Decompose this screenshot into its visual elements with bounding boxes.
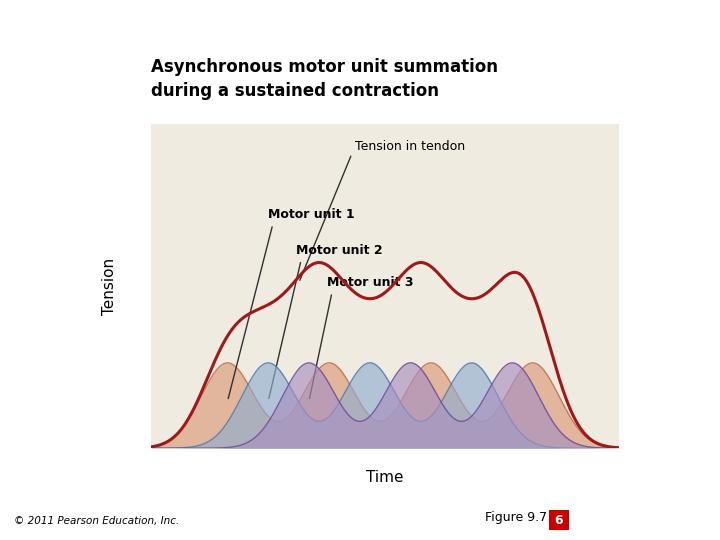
Text: Figure 9.7: Figure 9.7 [485,511,547,524]
Text: Motor unit 1: Motor unit 1 [228,208,355,399]
Text: © 2011 Pearson Education, Inc.: © 2011 Pearson Education, Inc. [14,516,180,526]
Text: 6: 6 [554,514,563,526]
Text: Motor unit 2: Motor unit 2 [269,244,383,399]
Text: Tension: Tension [102,258,117,315]
Text: Tension in tendon: Tension in tendon [300,140,465,280]
Text: Time: Time [366,470,404,485]
Text: Motor unit 3: Motor unit 3 [310,276,413,399]
Text: Asynchronous motor unit summation
during a sustained contraction: Asynchronous motor unit summation during… [151,58,498,100]
